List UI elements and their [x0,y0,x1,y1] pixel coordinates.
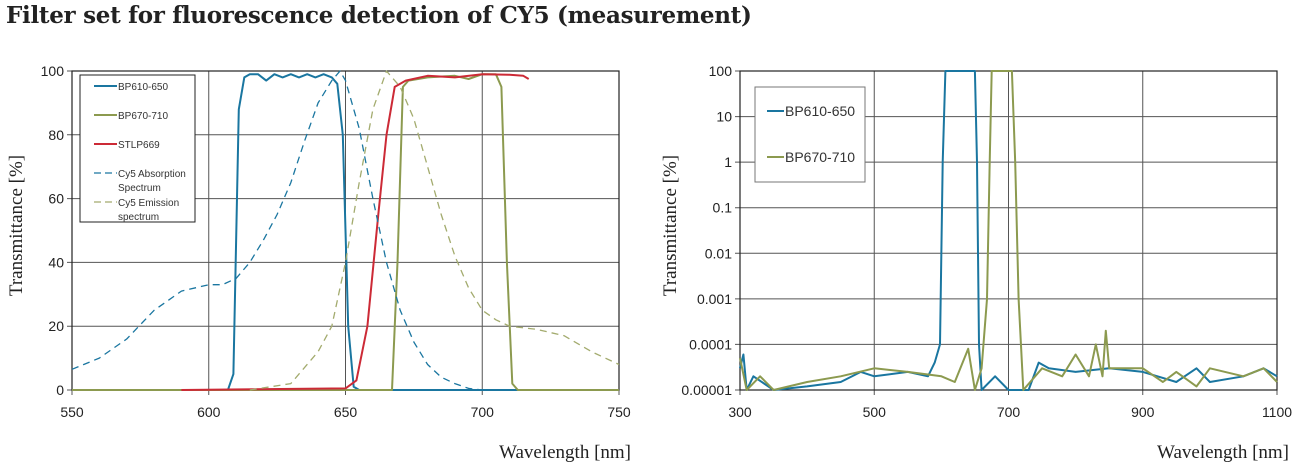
y-tick-label: 0 [56,382,64,398]
y-axis-label: Transmittance [%] [660,155,681,296]
page-title: Filter set for fluorescence detection of… [6,2,752,29]
x-tick-label: 750 [607,404,631,420]
y-tick-label: 0.00001 [681,382,732,398]
x-tick-label: 550 [60,404,84,420]
x-tick-label: 700 [471,404,495,420]
y-tick-label: 60 [48,191,64,207]
x-tick-label: 1100 [1262,404,1292,420]
y-tick-label: 0.0001 [689,336,732,352]
legend-label: Cy5 Absorption Spectrum [118,169,186,194]
y-tick-label: 100 [709,63,733,79]
chart-1: 0 20 40 60 80 100 550 600 650 700 750 Wavelength [n… [6,63,631,463]
y-axis-label: Transmittance [%] [6,155,27,296]
y-tick-label: 20 [48,318,64,334]
legend-box [79,74,196,223]
y-tick-label: 0.001 [697,291,732,307]
series-line-stlp669 [181,73,530,391]
x-tick-label: 650 [334,404,358,420]
legend-label-line: Spectrum [118,183,161,194]
series-line-bp610-650 [739,70,1278,391]
chart-2: 0.00001 0.0001 0.001 0.01 0.1 1 10 100 300 500 700… [660,63,1292,463]
x-tick-label: 900 [1131,404,1155,420]
legend: BP610-650 BP670-710 [754,86,866,183]
legend-box [754,86,866,183]
legend-label: BP610-650 [118,82,168,93]
legend-label-line: Cy5 Emission [118,198,179,209]
y-tick-label: 100 [41,63,65,79]
y-tick-label: 0.01 [705,245,732,261]
legend-label: BP610-650 [785,103,855,119]
x-tick-label: 700 [997,404,1021,420]
x-tick-label: 300 [728,404,752,420]
y-tick-label: 1 [724,154,732,170]
series-line-bp670-710 [72,73,619,391]
y-tick-label: 40 [48,254,64,270]
legend: BP610-650 BP670-710 STLP669 Cy5 Absorption S… [79,74,196,223]
series-line-bp610-650 [72,73,619,391]
x-tick-label: 600 [197,404,221,420]
y-tick-label: 10 [716,109,732,125]
legend-label: BP670-710 [118,111,168,122]
x-tick-label: 500 [863,404,887,420]
legend-label-line: Cy5 Absorption [118,169,186,180]
y-tick-label: 0.1 [713,200,733,216]
legend-label: STLP669 [118,140,160,151]
series-line-bp670-710 [739,70,1278,391]
legend-label-line: spectrum [118,212,159,223]
legend-label: Cy5 Emission spectrum [118,198,179,223]
x-axis-label: Wavelength [nm] [499,442,631,463]
y-tick-label: 80 [48,127,64,143]
legend-label: BP670-710 [785,149,855,165]
series-line-cy5-absorption-spectrum [71,70,483,391]
x-axis-label: Wavelength [nm] [1157,442,1289,463]
series-line-cy5-emission-spectrum [249,70,620,391]
